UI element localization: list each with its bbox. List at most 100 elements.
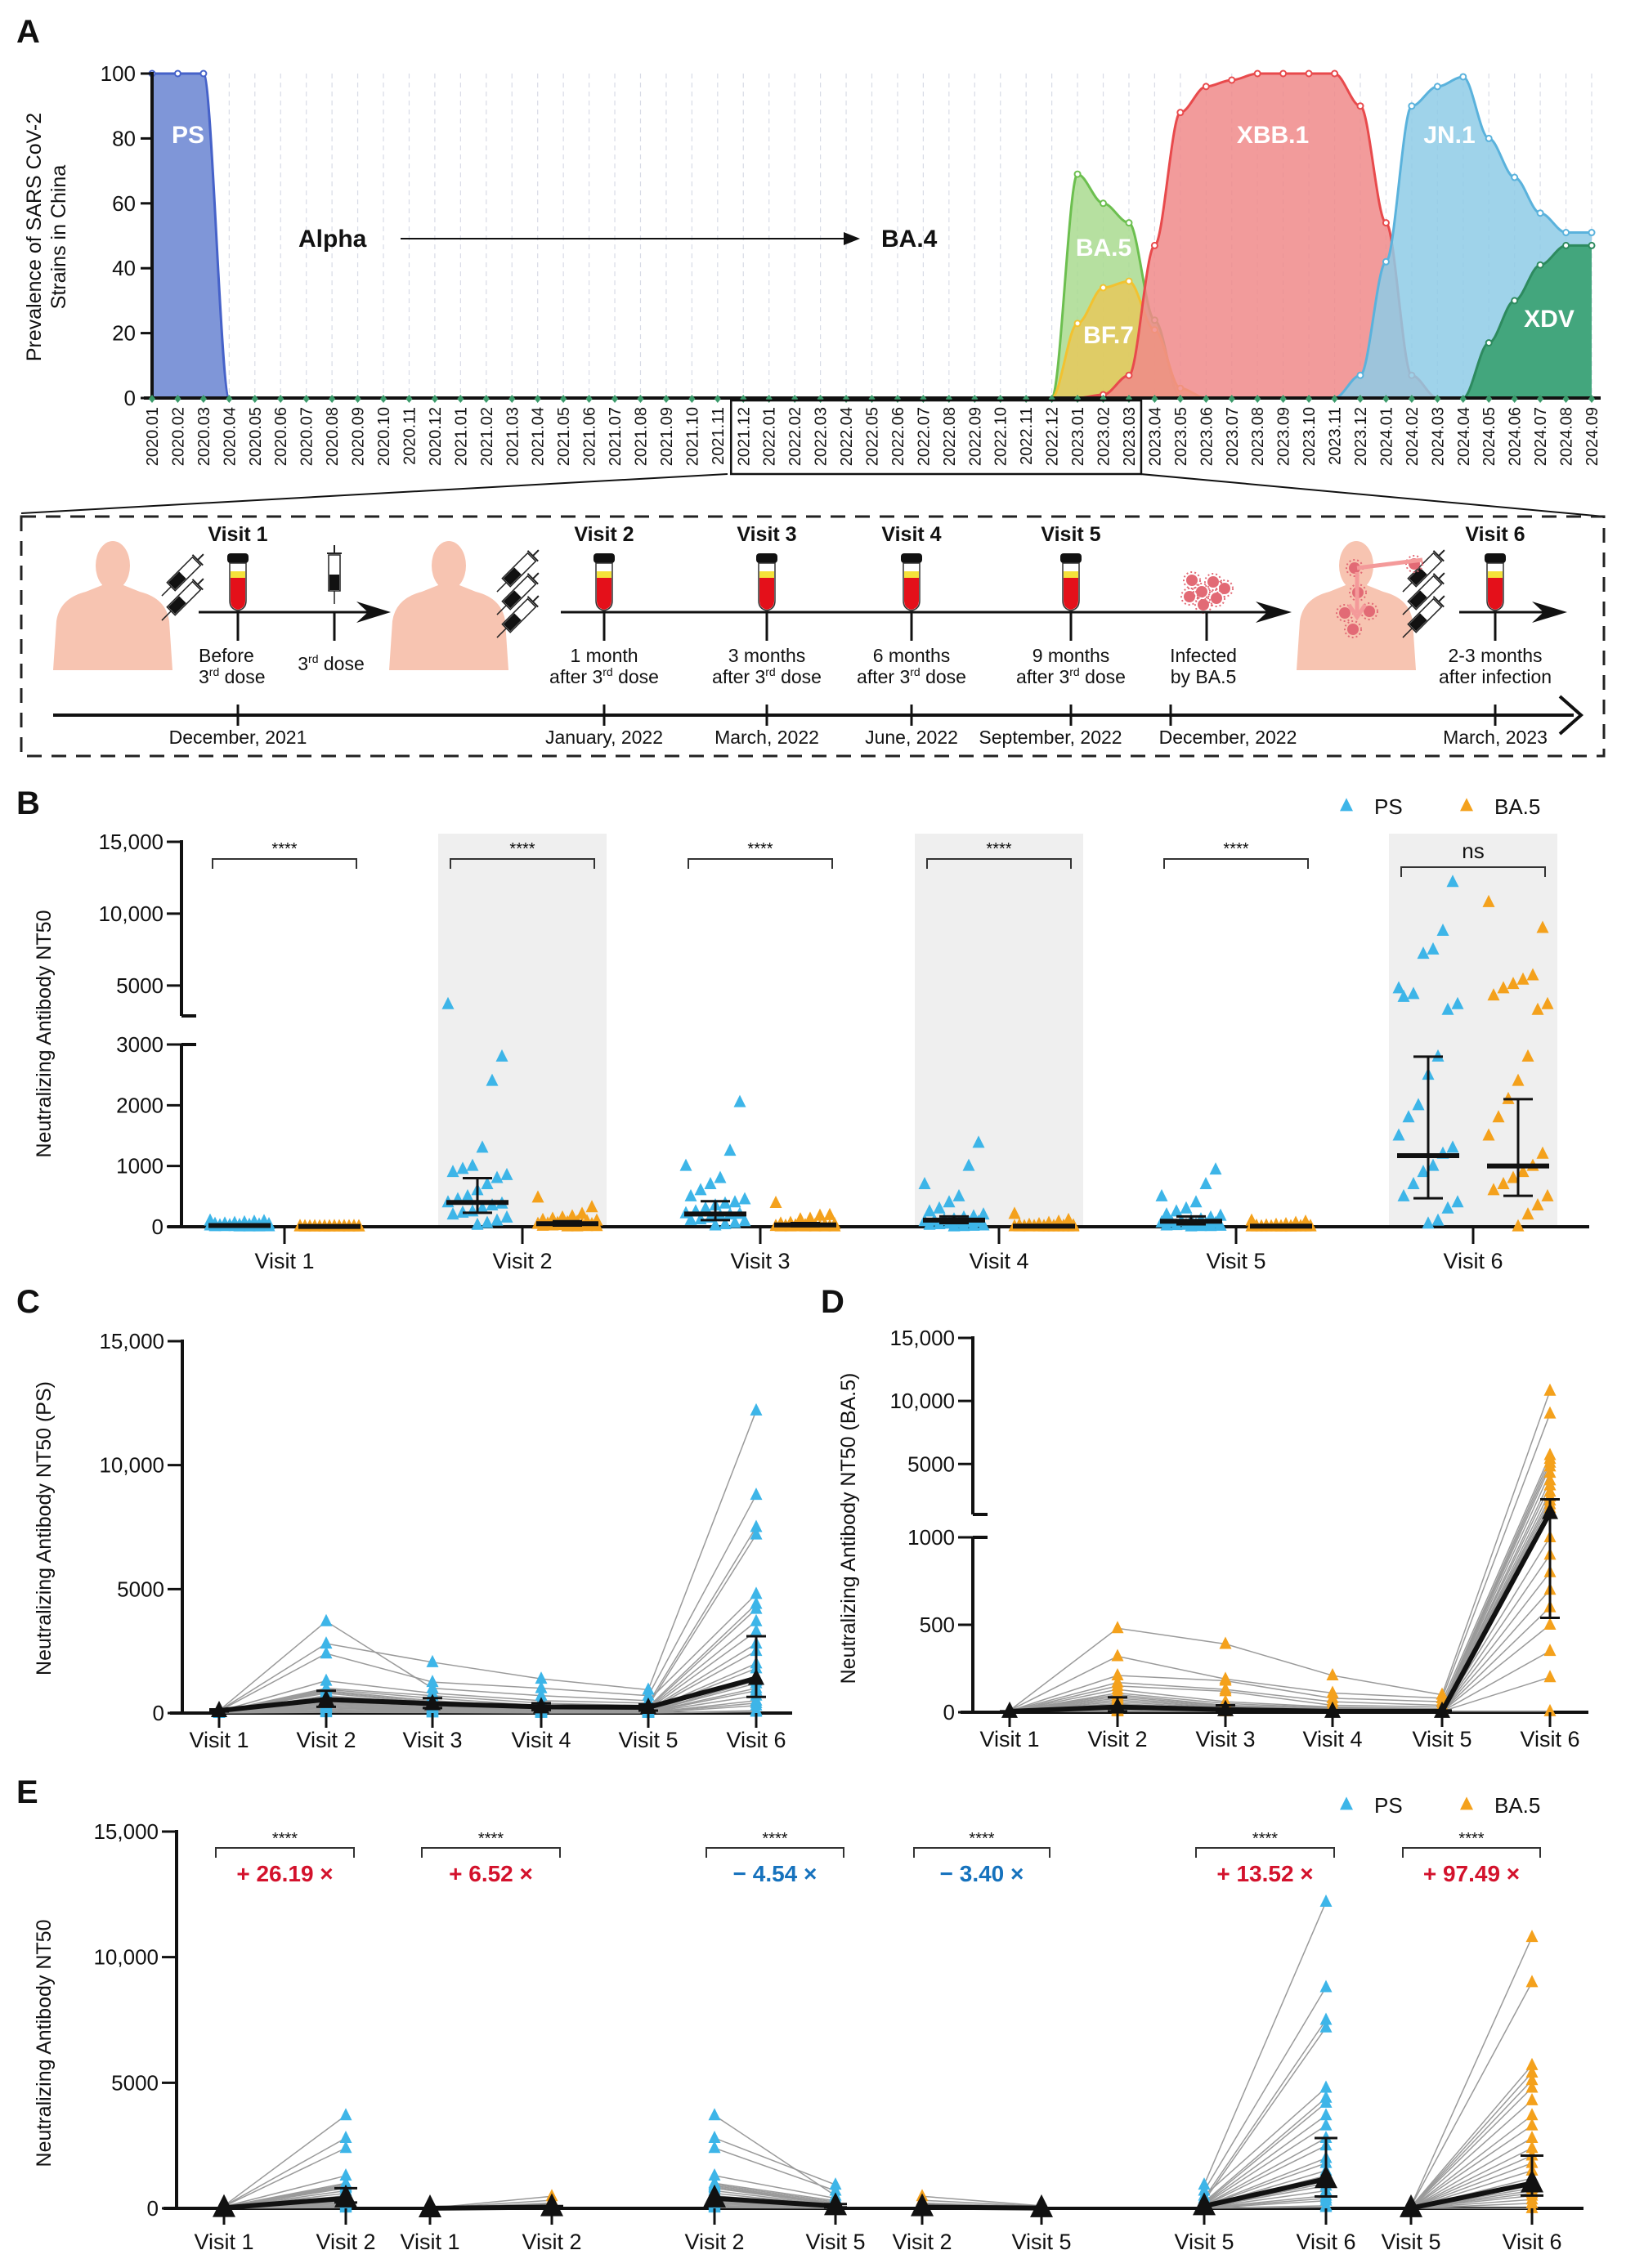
x-tick-marker [1588,395,1595,403]
x-tick-label: 2022.11 [1018,407,1036,465]
x-tick-label: 2024.04 [1455,407,1473,466]
participant-line [1009,1413,1551,1711]
significance-bracket [1400,866,1546,877]
data-point [535,1680,548,1693]
data-point-ps [481,1176,494,1189]
x-tick-label: 2020.12 [427,407,445,466]
visit-description: 3 months [728,645,806,666]
panel-label-d: D [821,1284,844,1320]
x-tick-label: Visit 6 [1520,1727,1579,1751]
participant-line [714,2147,836,2192]
participant-line [1410,2072,1533,2208]
participant-line [218,1534,757,1712]
shaded-band [1389,834,1557,1227]
median-marker [211,1700,227,1717]
x-tick-marker [791,395,799,403]
x-tick-label: Visit 6 [1443,1249,1503,1273]
data-point-ba5 [585,1200,598,1213]
y-tick-label: 15,000 [889,1326,955,1350]
x-tick-label: 2024.03 [1429,407,1447,466]
legend-label: PS [1374,1793,1403,1818]
visit-label: Visit 3 [737,523,796,546]
participant-line [1410,2124,1533,2209]
visit-description: Before [199,645,254,666]
participant-line [1009,1554,1551,1712]
data-point-ba5 [1487,988,1500,1001]
x-tick-label: 2023.01 [1069,407,1087,466]
text-part: dose [776,666,822,687]
data-point-ps [1155,1188,1168,1201]
median-marker [1109,1697,1126,1714]
x-tick-label: 2021.07 [607,407,625,466]
participant-line [1203,1901,1327,2185]
data-point-ps [977,1218,990,1231]
y-tick-label: 10,000 [98,901,164,926]
data-point-ba5 [1541,996,1554,1009]
x-tick-marker [302,395,310,403]
x-tick-marker [1306,395,1313,403]
participant-line [1410,2137,1533,2209]
series-label: BF.7 [1083,322,1134,349]
data-point [1219,1673,1232,1686]
area-ps [152,74,230,398]
x-tick-label: 2022.09 [966,407,984,466]
x-tick-label: Visit 3 [1195,1727,1255,1751]
area-xbb1 [1077,74,1438,398]
data-point [1433,83,1441,91]
x-tick-marker [1434,395,1441,403]
data-point-ps [495,1049,508,1062]
data-point [1319,2199,1333,2212]
y-tick-label: 10,000 [93,1945,159,1970]
participant-line [714,2182,836,2202]
x-tick-marker [817,395,824,403]
y-axis-title: Prevalence of SARS CoV-2Strains in China [23,113,70,361]
x-tick-marker [354,395,361,403]
significance-label: **** [747,840,773,858]
ba5-nt50-paired-chart: 0 500 1000 5000 10,000 15,000 Neutralizing Ant… [837,1326,1588,1751]
participant-line [714,2186,836,2205]
data-point [1319,2108,1333,2121]
x-tick-marker [740,395,747,403]
x-tick-label: Visit 1 [194,2230,253,2254]
fold-change-label: + 13.52 × [1216,1861,1313,1886]
participant-line [714,2184,836,2203]
y-tick-label: 500 [920,1613,955,1637]
y-tick-label: 80 [112,126,136,150]
text-part: dose [613,666,659,687]
data-point [426,1705,439,1718]
data-point [320,1705,333,1718]
x-tick-marker [482,395,490,403]
median-line [921,2204,1042,2211]
timeline-dashed-box [20,515,1606,758]
significance-bracket [913,1847,1050,1858]
participant-line [1410,2162,1533,2209]
data-point-ps [918,1176,931,1189]
data-point [1202,83,1210,91]
y-tick-label: 15,000 [98,830,164,854]
visit-description: after 3rd dose [549,665,659,687]
y-axis-title: Neutralizing Antibody NT50 (BA.5) [837,1373,860,1684]
data-point-ps [733,1094,746,1107]
x-tick-marker [329,395,336,403]
x-tick-label: Visit 3 [402,1728,462,1752]
legend-marker-ba5 [1460,1796,1473,1810]
blood-tube-icon [755,552,778,611]
data-point [199,69,208,78]
data-point [750,1402,763,1416]
data-point [1525,2073,1539,2086]
visit-description: 3rd dose [199,665,266,687]
data-point [1543,1478,1557,1491]
x-tick-marker [1203,395,1210,403]
median-marker [334,2184,357,2208]
median-line [1410,2181,1533,2211]
data-point [320,1613,333,1626]
data-point-ps [1446,875,1459,888]
x-tick-marker [174,395,181,403]
median-line [218,1675,757,1713]
data-point [1111,1668,1124,1681]
text-part: rd [910,665,920,678]
text-part: dose [921,666,966,687]
data-point-ps [943,1195,956,1208]
data-point [750,1527,763,1540]
x-tick-label: 2024.06 [1507,407,1525,466]
